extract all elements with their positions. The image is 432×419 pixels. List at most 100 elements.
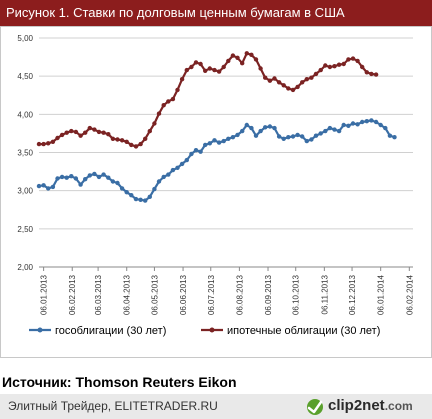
data-point — [147, 128, 152, 134]
x-tick-label: 06.01.2014 — [377, 274, 386, 315]
data-point — [249, 52, 254, 57]
data-point — [143, 136, 148, 141]
data-point — [59, 132, 65, 138]
x-tick-label: 06.09.2013 — [264, 274, 273, 315]
data-point — [221, 64, 226, 70]
data-point — [387, 133, 393, 138]
data-point — [152, 186, 157, 192]
y-tick-label: 4,00 — [17, 110, 33, 119]
data-point — [175, 165, 180, 170]
data-point — [244, 122, 249, 128]
data-point — [189, 64, 194, 70]
x-tick-label: 06.07.2013 — [207, 274, 216, 315]
data-point — [106, 175, 111, 180]
data-point — [327, 64, 333, 70]
legend-label: ипотечные облигации (30 лет) — [227, 325, 380, 337]
data-point — [203, 142, 208, 148]
data-point — [313, 133, 319, 138]
data-point — [244, 51, 249, 56]
logo-domain: .com — [384, 399, 413, 413]
data-point — [156, 111, 162, 116]
data-point — [364, 119, 369, 124]
data-point — [92, 171, 97, 177]
data-point — [69, 128, 74, 134]
data-point — [64, 175, 69, 180]
data-point — [138, 197, 143, 202]
x-tick-label: 06.08.2013 — [235, 274, 244, 315]
data-point — [115, 180, 120, 186]
data-point — [383, 125, 388, 131]
data-point — [119, 186, 125, 191]
data-point — [143, 198, 148, 203]
legend-label: гособлигации (30 лет) — [55, 325, 166, 337]
x-tick-label: 06.12.2013 — [348, 274, 357, 315]
data-point — [184, 67, 189, 73]
data-point — [276, 80, 282, 85]
data-point — [189, 151, 194, 157]
data-point — [203, 68, 208, 73]
data-point — [295, 84, 300, 90]
data-point — [78, 133, 83, 138]
data-point — [152, 121, 157, 126]
data-point — [106, 132, 111, 137]
data-point — [318, 131, 323, 136]
y-tick-label: 3,00 — [17, 187, 33, 196]
x-tick-label: 06.11.2013 — [320, 274, 329, 314]
data-point — [286, 135, 291, 140]
data-point — [101, 130, 106, 135]
data-point — [115, 137, 120, 142]
x-tick-label: 06.06.2013 — [179, 274, 188, 315]
series-line-0 — [38, 119, 395, 202]
data-point — [92, 127, 97, 132]
chart-area: 2,00 2,50 3,00 3,50 4,00 4,50 5,00 06.01.2013 06… — [0, 26, 432, 358]
data-point — [69, 174, 74, 179]
y-tick-label: 5,00 — [17, 34, 33, 43]
data-point — [341, 61, 346, 67]
data-point — [336, 62, 342, 67]
data-point — [87, 173, 93, 178]
data-point — [290, 134, 296, 139]
data-point — [129, 193, 134, 198]
data-point — [124, 139, 129, 144]
data-point — [300, 80, 305, 85]
data-point — [46, 186, 51, 191]
data-point — [50, 139, 56, 144]
data-point — [327, 125, 333, 131]
data-point — [138, 141, 143, 147]
data-point — [323, 63, 328, 68]
data-point — [193, 60, 199, 65]
data-point — [253, 57, 259, 62]
data-point — [300, 134, 305, 139]
data-point — [207, 66, 212, 71]
data-point — [267, 124, 273, 129]
data-point — [276, 134, 282, 139]
data-point — [235, 132, 240, 138]
data-point — [286, 86, 291, 91]
x-tick-label: 06.02.2014 — [405, 274, 414, 315]
data-point — [263, 125, 268, 130]
data-point — [346, 123, 351, 128]
x-tick-label: 06.04.2013 — [123, 274, 132, 315]
logo-brand: clip2net.com — [328, 397, 413, 414]
data-point — [226, 58, 231, 64]
data-point — [198, 149, 203, 154]
data-point — [96, 174, 102, 180]
clip2net-logo: clip2net.com — [304, 396, 430, 417]
data-point — [96, 129, 102, 135]
data-point — [216, 69, 222, 74]
data-point — [364, 70, 369, 75]
data-point — [83, 177, 88, 182]
data-point — [373, 119, 379, 125]
data-point — [235, 55, 240, 60]
data-point — [101, 172, 106, 177]
y-tick-label: 3,50 — [17, 149, 33, 158]
data-point — [258, 128, 263, 134]
data-point — [41, 183, 46, 188]
data-point — [350, 56, 356, 61]
data-point — [369, 71, 374, 77]
y-tick-label: 4,50 — [17, 72, 33, 81]
data-point — [110, 179, 116, 184]
data-point — [83, 130, 88, 135]
data-point — [221, 138, 226, 144]
data-point — [281, 83, 286, 88]
